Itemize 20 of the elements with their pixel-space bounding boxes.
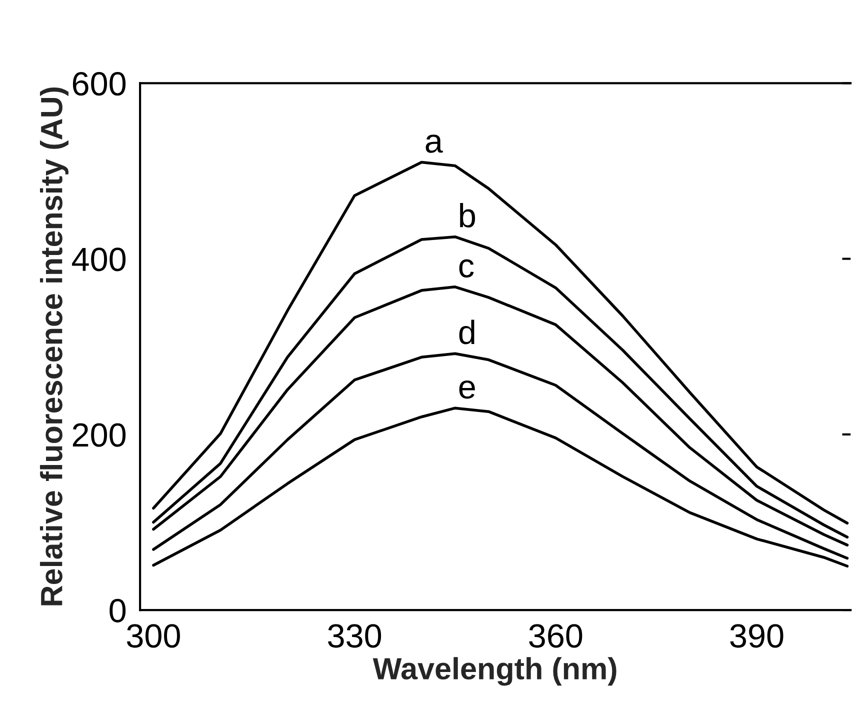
x-tick-label: 360	[529, 624, 582, 648]
line-series	[152, 286, 849, 546]
line-series	[152, 406, 849, 568]
series-label: b	[460, 203, 476, 228]
series-label: c	[459, 259, 474, 278]
series-label: e	[459, 380, 475, 399]
x-tick-label: 300	[126, 624, 180, 648]
series-label: d	[459, 320, 474, 344]
y-axis-title: Relative fluorescence intensity (AU)	[40, 87, 68, 606]
x-tick-label: 390	[730, 624, 784, 648]
y-tick-label: 200	[72, 423, 126, 447]
x-tick-label: 330	[328, 624, 382, 648]
x-axis-title: Wavelength (nm)	[372, 657, 616, 686]
series-label: a	[426, 134, 443, 153]
line-series	[152, 352, 849, 560]
line-series	[152, 160, 849, 524]
y-tick-label: 400	[72, 248, 126, 272]
line-series	[152, 235, 849, 539]
y-tick-label: 600	[72, 72, 126, 96]
y-tick-label: 0	[110, 598, 126, 622]
